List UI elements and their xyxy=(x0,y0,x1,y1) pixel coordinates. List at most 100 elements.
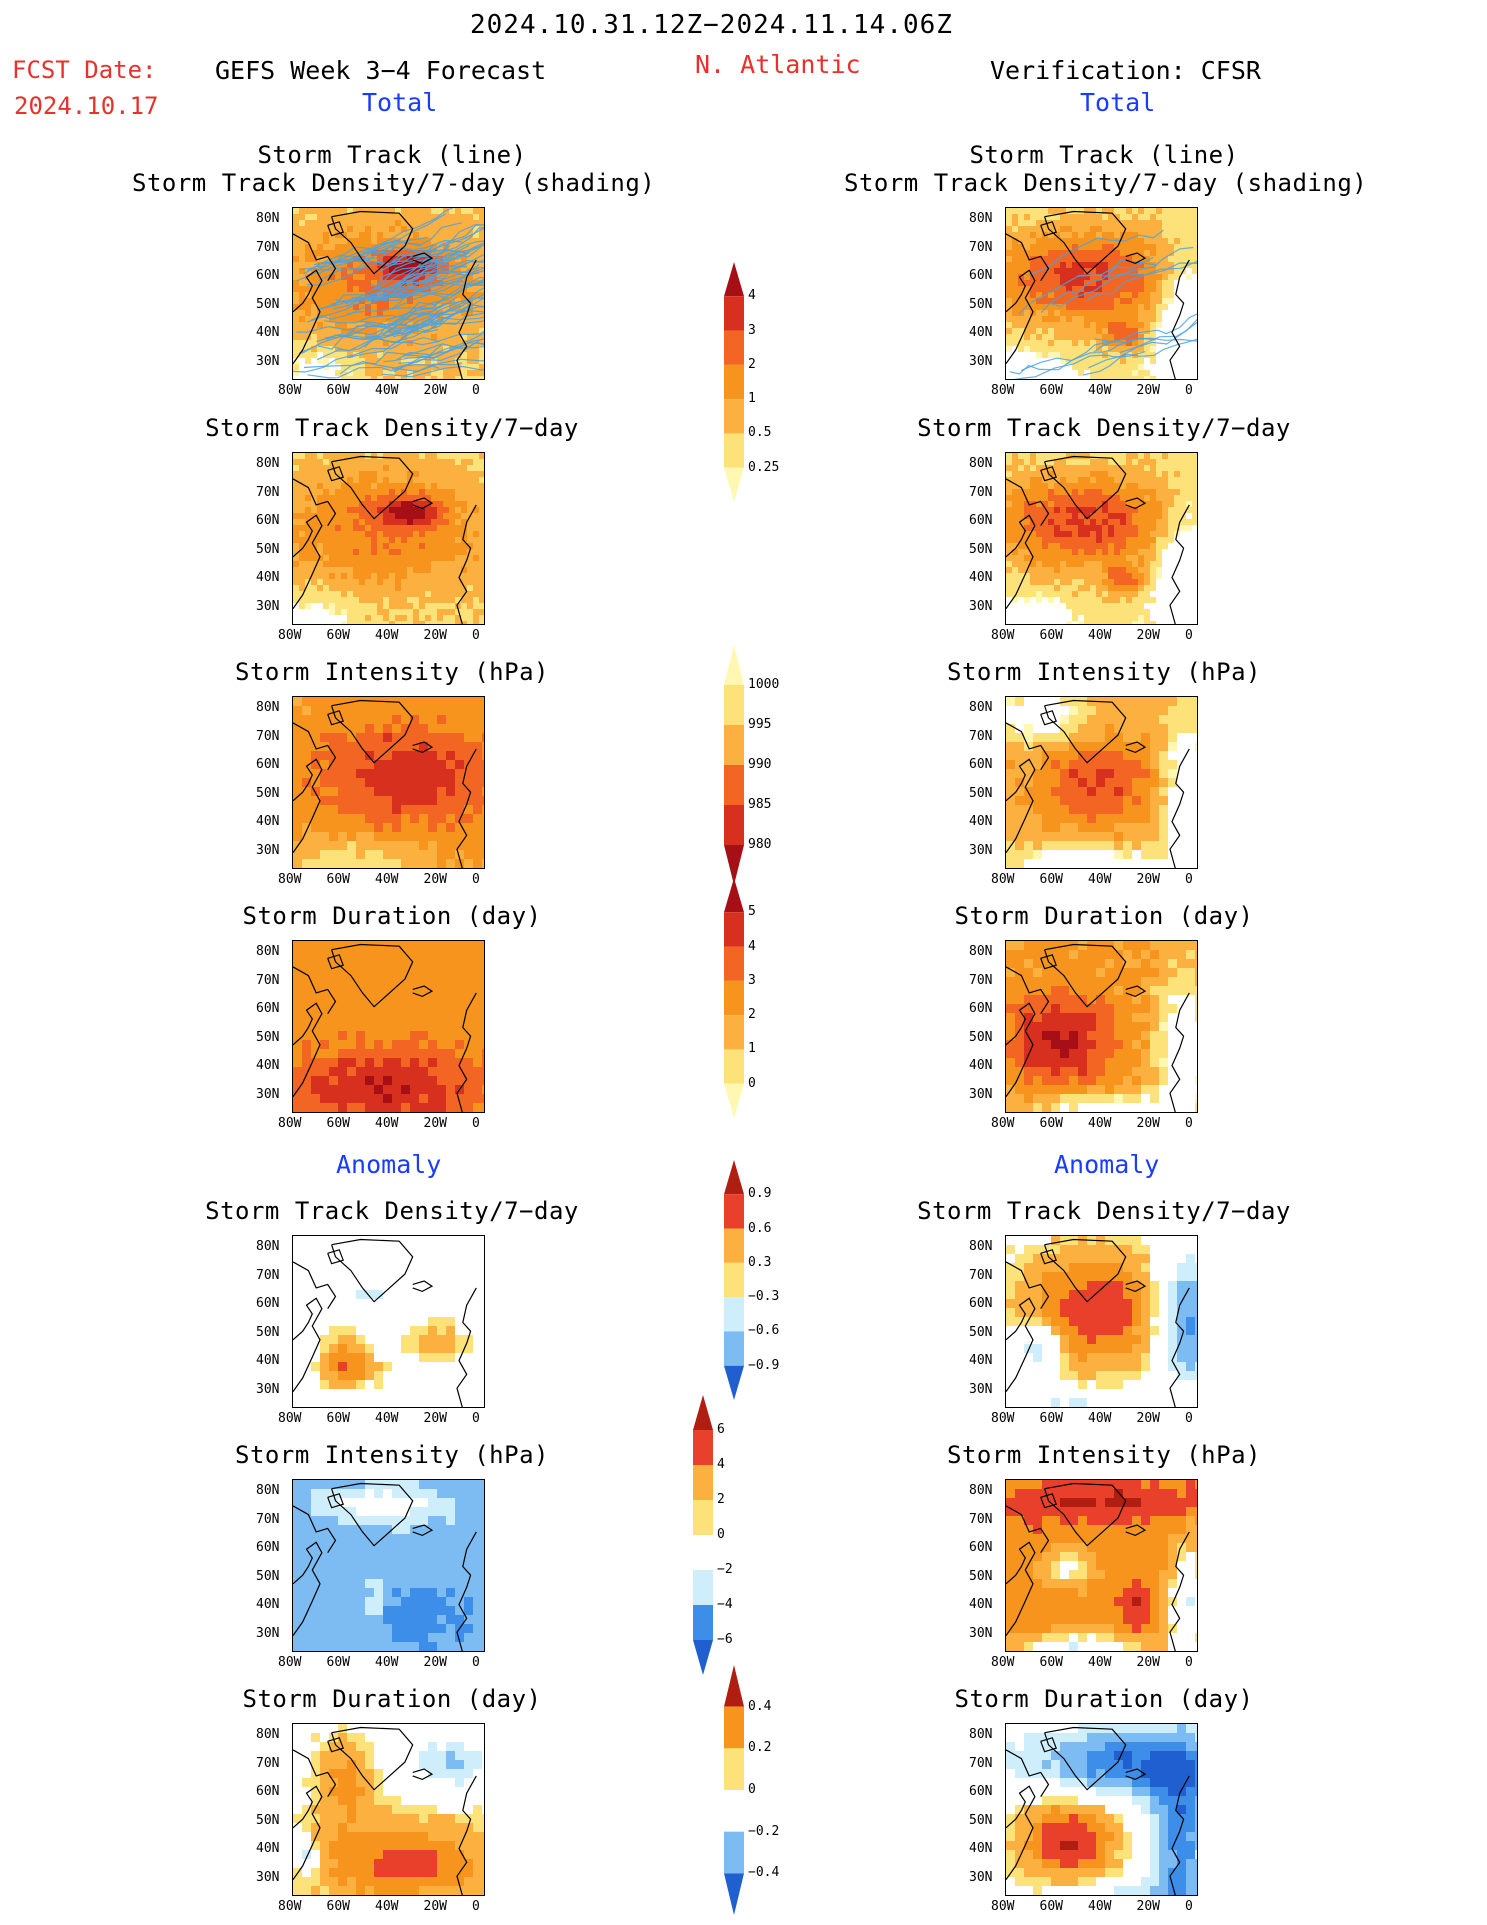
lat-tick-label: 50N xyxy=(969,296,993,312)
lat-tick-label: 40N xyxy=(256,814,280,829)
coastline xyxy=(331,1482,414,1547)
lon-tick-label: 40W xyxy=(1088,1655,1112,1670)
storm-track-line xyxy=(324,296,458,324)
lon-tick-label: 60W xyxy=(326,1655,350,1670)
colorbar-label: 0.4 xyxy=(748,1698,772,1714)
panel-title: Storm Track Density/7‑day (shading) xyxy=(132,169,656,197)
lat-tick-label: 70N xyxy=(969,1267,993,1283)
storm-track-line xyxy=(337,222,463,262)
lat-tick-label: 30N xyxy=(256,842,280,858)
lat-tick-label: 30N xyxy=(256,1869,280,1885)
coastline xyxy=(1040,710,1057,726)
coastline xyxy=(1125,252,1147,265)
panel-title: Storm Duration (day) xyxy=(242,902,542,930)
coastline xyxy=(331,699,414,764)
map-panel-storm-track-density-gefs xyxy=(292,207,485,380)
coastline xyxy=(293,269,323,365)
coastline xyxy=(1006,1261,1050,1310)
lon-tick-label: 20W xyxy=(423,1411,447,1426)
lat-tick-label: 70N xyxy=(256,1267,280,1283)
lat-tick-label: 40N xyxy=(969,814,993,829)
colorbar-segment xyxy=(724,1297,744,1332)
coastline xyxy=(456,1531,477,1651)
coastline xyxy=(1006,269,1036,365)
lat-tick-label: 50N xyxy=(256,785,280,801)
coastline xyxy=(412,741,434,754)
lon-tick-label: 40W xyxy=(1088,628,1112,643)
lat-tick-label: 40N xyxy=(256,1058,280,1073)
colorbar-label: 2 xyxy=(748,356,756,372)
left-total-label: Total xyxy=(362,88,438,117)
colorbar-segment xyxy=(724,805,744,845)
lon-tick-label: 0 xyxy=(472,1899,480,1914)
storm-track-line xyxy=(393,345,484,373)
panel-title: Storm Duration (day) xyxy=(242,1685,542,1713)
lat-tick-label: 70N xyxy=(256,972,280,988)
coastline xyxy=(1125,741,1147,754)
colorbar-label: 0.6 xyxy=(748,1220,772,1236)
lat-tick-label: 40N xyxy=(969,1841,993,1856)
lon-tick-label: 20W xyxy=(423,1899,447,1914)
colorbar xyxy=(724,1160,744,1400)
coastline xyxy=(293,1002,323,1098)
colorbar-label: −2 xyxy=(717,1562,733,1577)
colorbar-label: 5 xyxy=(748,904,756,920)
coastline xyxy=(293,1297,323,1393)
colorbar-segment xyxy=(724,1083,744,1118)
coastline xyxy=(293,1261,337,1310)
coastline xyxy=(1006,722,1050,771)
storm-track-line xyxy=(310,291,450,321)
colorbar xyxy=(724,645,744,885)
right-verification-title: Verification: CFSR xyxy=(990,56,1261,85)
colorbar-segment xyxy=(724,1706,744,1749)
lat-tick-label: 30N xyxy=(969,1381,993,1397)
lon-tick-label: 60W xyxy=(1039,383,1063,398)
colorbar-segment xyxy=(724,980,744,1016)
lat-tick-label: 60N xyxy=(256,1784,280,1799)
coastline xyxy=(1125,1280,1147,1293)
lon-tick-label: 20W xyxy=(423,1116,447,1131)
lat-tick-label: 50N xyxy=(969,785,993,801)
coastline xyxy=(331,943,414,1008)
panel-title: Storm Track Density/7−day xyxy=(917,414,1291,442)
lon-tick-label: 40W xyxy=(375,1899,399,1914)
coastline xyxy=(293,514,323,610)
colorbar xyxy=(693,1395,713,1675)
storm-track-line xyxy=(1018,256,1154,315)
colorbar-label: 0.9 xyxy=(748,1186,772,1202)
lat-tick-label: 60N xyxy=(969,513,993,528)
lat-tick-label: 50N xyxy=(256,1812,280,1828)
storm-track-line xyxy=(371,244,484,289)
colorbar-label: 990 xyxy=(748,757,772,772)
lon-tick-label: 80W xyxy=(278,1116,302,1131)
coastline xyxy=(1169,1287,1190,1407)
coastline xyxy=(1006,1002,1036,1098)
lat-tick-label: 80N xyxy=(256,700,280,715)
lat-tick-label: 70N xyxy=(969,484,993,500)
coastline xyxy=(1006,1785,1036,1881)
lon-tick-label: 40W xyxy=(1088,1899,1112,1914)
colorbar xyxy=(724,878,744,1118)
panel-title: Storm Track (line) xyxy=(969,141,1239,169)
coastline xyxy=(412,1524,434,1537)
coastline xyxy=(1169,259,1190,379)
lon-tick-label: 20W xyxy=(1136,383,1160,398)
coastline xyxy=(456,504,477,624)
storm-track-line xyxy=(391,260,484,310)
coastline xyxy=(293,966,337,1015)
storm-track-line xyxy=(380,287,484,329)
coastline xyxy=(1044,455,1127,520)
lat-tick-label: 30N xyxy=(256,1086,280,1102)
lon-tick-label: 0 xyxy=(472,628,480,643)
lon-tick-label: 40W xyxy=(1088,383,1112,398)
lat-tick-label: 30N xyxy=(969,1869,993,1885)
right-anomaly-label: Anomaly xyxy=(1054,1150,1160,1179)
lon-tick-label: 60W xyxy=(326,628,350,643)
colorbar-label: 2 xyxy=(717,1492,725,1507)
map-panel-storm-track-density-anomaly-cfsr xyxy=(1005,1235,1198,1408)
panel-title: Storm Track Density/7‑day (shading) xyxy=(844,169,1368,197)
storm-track-line xyxy=(307,249,470,286)
colorbar-segment xyxy=(693,1640,713,1675)
colorbar-segment xyxy=(724,645,744,685)
colorbar-label: −0.6 xyxy=(748,1323,780,1339)
